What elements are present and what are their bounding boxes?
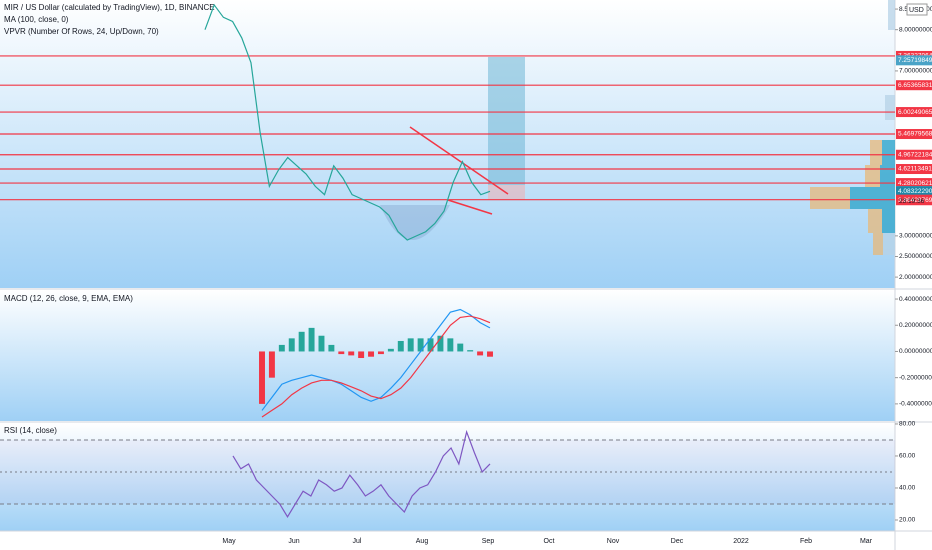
histogram-bar (447, 338, 454, 352)
histogram-bar (338, 351, 345, 355)
histogram-bar (288, 338, 295, 352)
histogram-bar (417, 338, 424, 352)
histogram-bar (467, 350, 474, 352)
y-tick-label: 2.00000000 (899, 274, 932, 281)
y-tick-label: -0.40000000 (899, 401, 932, 408)
y-tick-label: 80.00 (899, 421, 916, 428)
y-tick-label: 0.40000000 (899, 296, 932, 303)
main-title: MIR / US Dollar (calculated by TradingVi… (4, 3, 215, 12)
histogram-bar (397, 340, 404, 352)
countdown: 23:19:36 (899, 198, 925, 205)
x-tick-label: Jun (288, 538, 299, 545)
position-target (488, 57, 525, 185)
x-tick-label: May (222, 538, 236, 545)
x-tick-label: Sep (482, 538, 495, 545)
price-label-box (896, 129, 932, 140)
histogram-bar (427, 338, 434, 352)
y-tick-label: -0.20000000 (899, 374, 932, 381)
y-tick-label: 20.00 (899, 517, 916, 524)
y-tick-label: 7.00000000 (899, 68, 932, 75)
price-label: 4.28020621 (898, 180, 932, 187)
price-label-box (896, 164, 932, 175)
histogram-bar (348, 351, 355, 356)
histogram-bar (278, 344, 285, 352)
histogram-bar (487, 351, 493, 357)
x-tick-label: Oct (544, 538, 555, 545)
price-label-box (896, 107, 932, 118)
histogram-bar (437, 335, 444, 352)
y-tick-label: 0.00000000 (899, 348, 932, 355)
histogram-bar (308, 327, 315, 352)
rsi-pane (0, 423, 895, 531)
main-pane (0, 0, 895, 288)
series-line (261, 308, 491, 411)
histogram-bar (477, 351, 484, 356)
price-label: 4.96722184 (898, 151, 932, 158)
macd-title: MACD (12, 26, close, 9, EMA, EMA) (4, 294, 133, 303)
macd-pane (0, 290, 895, 421)
histogram-bar (328, 344, 335, 352)
series-line (232, 429, 491, 518)
series-line (261, 315, 491, 418)
price-label: 4.08322290 (898, 188, 932, 195)
y-tick-label: 8.00000000 (899, 26, 932, 33)
x-tick-label: Dec (671, 538, 684, 545)
y-tick-label: 2.50000000 (899, 253, 932, 260)
currency-box (906, 3, 928, 16)
y-tick-label: 0.20000000 (899, 322, 932, 329)
price-label-box (896, 186, 932, 197)
histogram-bar (377, 351, 384, 355)
y-tick-label: 40.00 (899, 485, 916, 492)
price-label: 6.65365831 (898, 82, 932, 89)
x-tick-label: 2022 (733, 538, 749, 545)
histogram-bar (298, 331, 305, 352)
price-label: 7.25719849 (898, 57, 932, 64)
histogram-bar (387, 348, 394, 352)
price-label: 3.86429769 (898, 197, 932, 204)
price-label-box (896, 55, 932, 66)
y-tick-label: 3.00000000 (899, 233, 932, 240)
price-label: 6.00249065 (898, 109, 932, 116)
histogram-bar (318, 335, 325, 352)
histogram-bar (268, 351, 275, 378)
series-line (204, 3, 491, 241)
y-tick-label: 60.00 (899, 453, 916, 460)
x-tick-label: Feb (800, 538, 812, 545)
x-tick-label: Mar (860, 538, 873, 545)
histogram-bar (358, 351, 365, 359)
trend-line (447, 199, 493, 215)
price-label-box (896, 80, 932, 91)
volume-profile (810, 0, 895, 255)
histogram-bar (457, 343, 464, 352)
histogram-bar (259, 351, 265, 404)
x-tick-label: Aug (416, 538, 429, 545)
price-label-box (896, 149, 932, 160)
x-tick-label: Jul (353, 538, 362, 545)
price-label: 5.46979568 (898, 131, 932, 138)
price-label-box (896, 195, 932, 206)
indicator-legend: MA (100, close, 0) (4, 15, 69, 24)
price-label-box (896, 178, 932, 189)
price-axis (895, 0, 932, 550)
rsi-title: RSI (14, close) (4, 426, 57, 435)
histogram-bar (407, 338, 414, 352)
x-tick-label: Nov (607, 538, 620, 545)
indicator-legend: VPVR (Number Of Rows, 24, Up/Down, 70) (4, 27, 159, 36)
currency: USD (909, 7, 924, 14)
histogram-bar (368, 351, 375, 357)
price-label: 4.62113491 (898, 166, 932, 173)
